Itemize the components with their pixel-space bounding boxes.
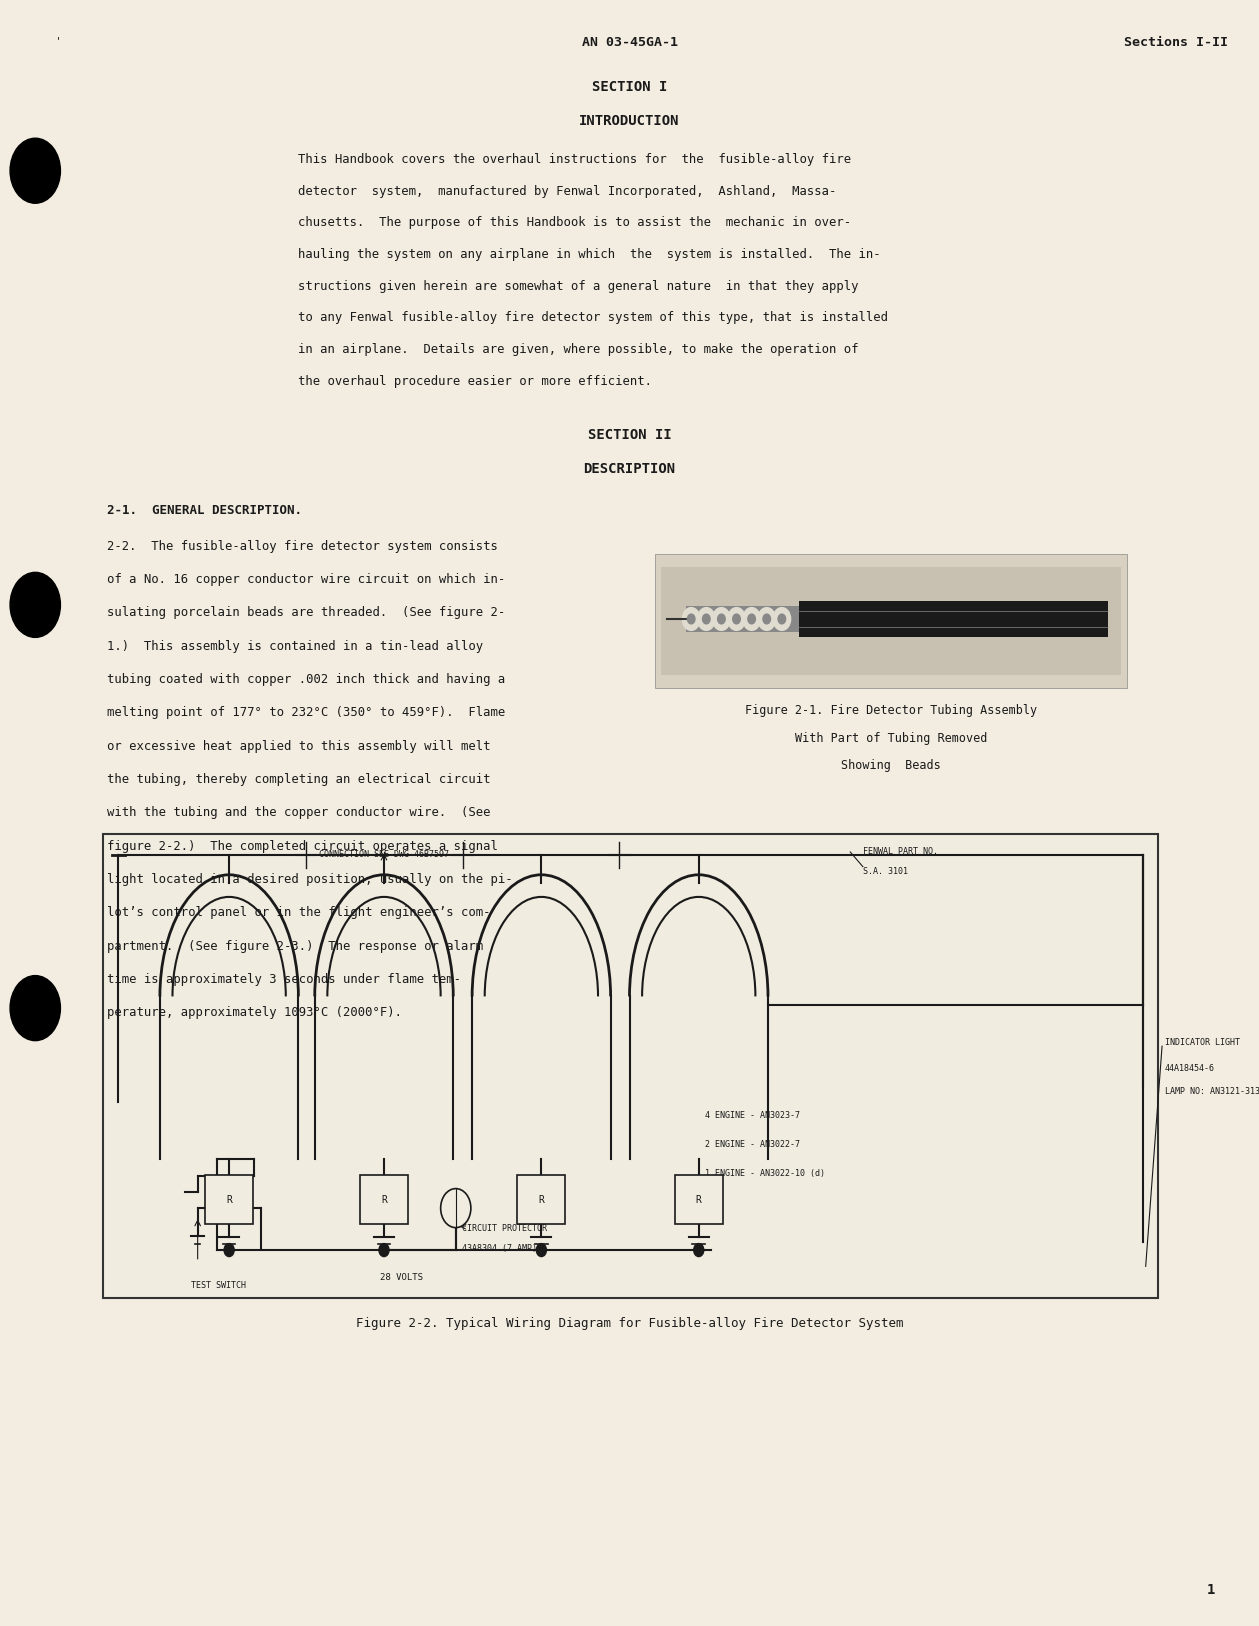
Text: INTRODUCTION: INTRODUCTION <box>579 114 680 128</box>
Text: SECTION II: SECTION II <box>588 428 671 442</box>
Circle shape <box>773 608 791 631</box>
Text: 43A8304 (7 AMP): 43A8304 (7 AMP) <box>462 1244 538 1254</box>
Bar <box>205 1176 253 1224</box>
Circle shape <box>687 615 695 624</box>
Circle shape <box>441 1189 471 1228</box>
Text: 1 ENGINE - AN3022-10 (d): 1 ENGINE - AN3022-10 (d) <box>705 1169 825 1179</box>
Circle shape <box>536 1244 546 1257</box>
Circle shape <box>224 1244 234 1257</box>
Text: the tubing, thereby completing an electrical circuit: the tubing, thereby completing an electr… <box>107 772 491 785</box>
Text: light located in a desired position, usually on the pi-: light located in a desired position, usu… <box>107 873 512 886</box>
Text: 2-1.  GENERAL DESCRIPTION.: 2-1. GENERAL DESCRIPTION. <box>107 504 302 517</box>
Text: melting point of 177° to 232°C (350° to 459°F).  Flame: melting point of 177° to 232°C (350° to … <box>107 706 505 719</box>
Circle shape <box>743 608 760 631</box>
Text: S.A. 3101: S.A. 3101 <box>862 867 908 876</box>
Text: DESCRIPTION: DESCRIPTION <box>583 462 676 476</box>
Text: 28 VOLTS: 28 VOLTS <box>380 1273 423 1283</box>
Circle shape <box>758 608 776 631</box>
Text: Figure 2-1. Fire Detector Tubing Assembly: Figure 2-1. Fire Detector Tubing Assembl… <box>745 704 1037 717</box>
Text: R: R <box>696 1195 701 1205</box>
Text: Showing  Beads: Showing Beads <box>841 759 942 772</box>
Text: the overhaul procedure easier or more efficient.: the overhaul procedure easier or more ef… <box>298 374 652 387</box>
Text: structions given herein are somewhat of a general nature  in that they apply: structions given herein are somewhat of … <box>298 280 859 293</box>
Text: sulating porcelain beads are threaded.  (See figure 2-: sulating porcelain beads are threaded. (… <box>107 606 505 620</box>
Circle shape <box>778 615 786 624</box>
Text: time is approximately 3 seconds under flame tem-: time is approximately 3 seconds under fl… <box>107 972 461 985</box>
Text: 4 ENGINE - AN3023-7: 4 ENGINE - AN3023-7 <box>705 1111 799 1120</box>
Text: perature, approximately 1093°C (2000°F).: perature, approximately 1093°C (2000°F). <box>107 1006 402 1020</box>
Text: with the tubing and the copper conductor wire.  (See: with the tubing and the copper conductor… <box>107 806 491 820</box>
Text: 2-2.  The fusible-alloy fire detector system consists: 2-2. The fusible-alloy fire detector sys… <box>107 540 497 553</box>
Text: or excessive heat applied to this assembly will melt: or excessive heat applied to this assemb… <box>107 740 491 753</box>
Circle shape <box>10 976 60 1041</box>
Text: This Handbook covers the overhaul instructions for  the  fusible-alloy fire: This Handbook covers the overhaul instru… <box>298 153 851 166</box>
Circle shape <box>718 615 725 624</box>
Text: FENWAL PART NO.: FENWAL PART NO. <box>862 847 938 857</box>
Text: SECTION I: SECTION I <box>592 80 667 94</box>
Bar <box>655 554 1127 688</box>
Circle shape <box>697 608 715 631</box>
Text: CIRCUIT PROTECTOR: CIRCUIT PROTECTOR <box>462 1224 548 1234</box>
Text: chusetts.  The purpose of this Handbook is to assist the  mechanic in over-: chusetts. The purpose of this Handbook i… <box>298 216 851 229</box>
Text: R: R <box>381 1195 387 1205</box>
Text: of a No. 16 copper conductor wire circuit on which in-: of a No. 16 copper conductor wire circui… <box>107 572 505 585</box>
Text: LAMP NO: AN3121-313: LAMP NO: AN3121-313 <box>1165 1086 1259 1096</box>
Circle shape <box>728 608 745 631</box>
Circle shape <box>703 615 710 624</box>
Text: Figure 2-2. Typical Wiring Diagram for Fusible-alloy Fire Detector System: Figure 2-2. Typical Wiring Diagram for F… <box>356 1317 903 1330</box>
Bar <box>661 567 1121 675</box>
Circle shape <box>748 615 755 624</box>
Text: ': ' <box>57 36 59 46</box>
Circle shape <box>10 572 60 637</box>
Circle shape <box>694 1244 704 1257</box>
Text: Sections I-II: Sections I-II <box>1123 36 1228 49</box>
Circle shape <box>682 608 700 631</box>
Text: R: R <box>539 1195 544 1205</box>
Text: tubing coated with copper .002 inch thick and having a: tubing coated with copper .002 inch thic… <box>107 673 505 686</box>
Text: partment.  (See figure 2-3.)  The response or alarm: partment. (See figure 2-3.) The response… <box>107 940 483 953</box>
Circle shape <box>763 615 771 624</box>
Text: detector  system,  manufactured by Fenwal Incorporated,  Ashland,  Massa-: detector system, manufactured by Fenwal … <box>298 184 837 197</box>
Text: 44A18454-6: 44A18454-6 <box>1165 1063 1215 1073</box>
Text: With Part of Tubing Removed: With Part of Tubing Removed <box>796 732 987 745</box>
Bar <box>517 1176 565 1224</box>
Bar <box>675 1176 723 1224</box>
Bar <box>360 1176 408 1224</box>
Text: TEST SWITCH: TEST SWITCH <box>191 1281 247 1291</box>
Bar <box>686 606 799 633</box>
Circle shape <box>10 138 60 203</box>
Circle shape <box>733 615 740 624</box>
Text: AN 03-45GA-1: AN 03-45GA-1 <box>582 36 677 49</box>
Text: 1: 1 <box>1206 1582 1215 1597</box>
Text: in an airplane.  Details are given, where possible, to make the operation of: in an airplane. Details are given, where… <box>298 343 859 356</box>
Text: to any Fenwal fusible-alloy fire detector system of this type, that is installed: to any Fenwal fusible-alloy fire detecto… <box>298 311 889 324</box>
Text: 1.)  This assembly is contained in a tin-lead alloy: 1.) This assembly is contained in a tin-… <box>107 639 483 652</box>
Text: CONNECTION SEE DWG 46B7597: CONNECTION SEE DWG 46B7597 <box>319 850 449 860</box>
Text: R: R <box>227 1195 232 1205</box>
Circle shape <box>713 608 730 631</box>
Bar <box>799 602 1108 637</box>
Text: hauling the system on any airplane in which  the  system is installed.  The in-: hauling the system on any airplane in wh… <box>298 247 881 260</box>
Text: figure 2-2.)  The completed circuit operates a signal: figure 2-2.) The completed circuit opera… <box>107 839 497 852</box>
Text: INDICATOR LIGHT: INDICATOR LIGHT <box>1165 1037 1240 1047</box>
Circle shape <box>379 1244 389 1257</box>
Text: 2 ENGINE - AN3022-7: 2 ENGINE - AN3022-7 <box>705 1140 799 1150</box>
Bar <box>103 834 1158 1298</box>
Text: lot’s control panel or in the flight engineer’s com-: lot’s control panel or in the flight eng… <box>107 906 491 919</box>
